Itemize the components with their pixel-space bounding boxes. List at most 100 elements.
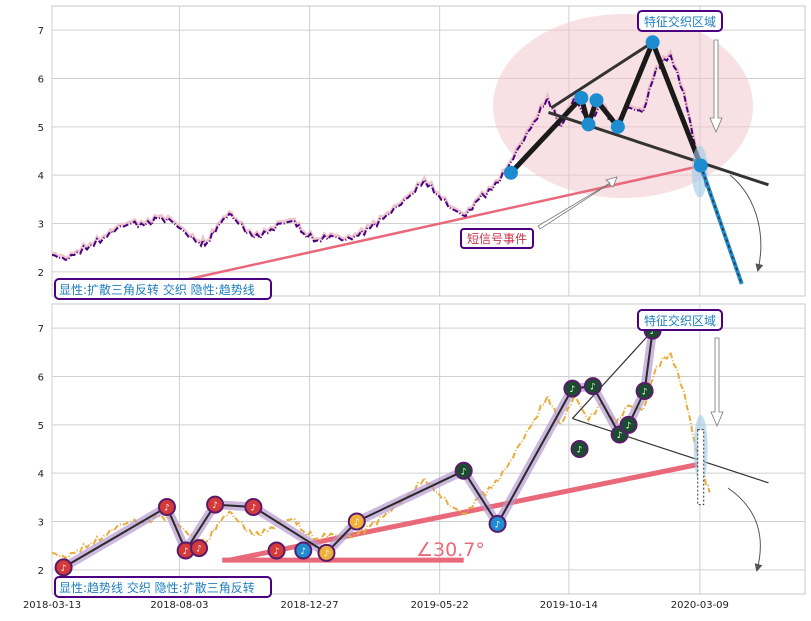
note-icon: ♪	[354, 518, 360, 528]
bottom-marker-1: ♪	[157, 498, 176, 516]
pattern-text-top: 显性:扩散三角反转 交织 隐性:趋势线	[59, 282, 255, 297]
bottom-content: ♪♪♪ ♪♪ ♪♪ ♪ ♪♪♪♪♪♪♪♪♪♪♪	[52, 321, 769, 577]
top-panel: 2 3 4 5 6 7 特征交织区域 短信号事件 显性:扩散三角反转 交织 隐性:趋势线	[38, 5, 806, 300]
bottom-marker-dot-12	[563, 379, 582, 398]
bottom-marker-dot-10	[454, 461, 473, 480]
top-down-arrow	[709, 39, 723, 134]
bottom-marker-7: ♪	[294, 541, 313, 560]
note-icon: ♪	[570, 385, 576, 395]
note-icon: ♪	[324, 549, 330, 559]
top-marker-5	[645, 35, 660, 50]
bottom-marker-8: ♪	[317, 543, 336, 562]
bottom-ytick-label-7: 7	[38, 324, 44, 335]
top-ytick-label-6: 6	[38, 75, 44, 86]
short-signal-text: 短信号事件	[467, 232, 527, 246]
xtick-label-2018-12-27: 2018-12-27	[280, 600, 338, 611]
x-axis-ticks: 2018-03-13 2018-08-03 2018-12-27 2019-05-22…	[23, 600, 729, 611]
feature-zone-text-bottom: 特征交织区域	[644, 313, 716, 328]
bottom-marker-3: ♪	[190, 539, 209, 558]
bottom-event-box	[697, 429, 705, 506]
bottom-marker-dot-16	[619, 415, 638, 434]
top-marker-3	[581, 117, 596, 132]
feature-zone-label-bottom: 特征交织区域	[637, 309, 723, 331]
top-ytick-label-2: 2	[38, 268, 44, 279]
bottom-upper-boundary	[571, 330, 654, 419]
xtick-label-2020-03-09: 2020-03-09	[671, 600, 729, 611]
top-y-ticks: 2 3 4 5 6 7	[38, 26, 44, 279]
note-icon: ♪	[650, 327, 656, 337]
bottom-marker-0: ♪	[54, 558, 73, 577]
bottom-marker-dot-3	[190, 539, 209, 558]
bottom-marker-11: ♪	[488, 514, 507, 533]
top-marker-2	[589, 93, 604, 108]
note-icon: ♪	[183, 547, 189, 557]
bottom-marker-12: ♪	[563, 379, 582, 398]
pattern-label-top: 显性:扩散三角反转 交织 隐性:趋势线	[54, 278, 272, 300]
bottom-marker-4: ♪	[206, 495, 225, 514]
note-icon: ♪	[626, 421, 632, 431]
note-icon: ♪	[196, 545, 202, 555]
bottom-marker-dot-11	[488, 514, 507, 533]
bottom-marker-9: ♪	[347, 512, 366, 531]
bottom-plot-area	[51, 303, 806, 595]
short-signal-label: 短信号事件	[460, 176, 618, 249]
feature-zone-label-top: 特征交织区域	[637, 10, 723, 32]
angle-label: ∠30.7°	[416, 539, 485, 561]
top-pattern-segment-5	[650, 39, 704, 168]
bottom-ytick-label-5: 5	[38, 421, 44, 432]
note-icon: ♪	[617, 431, 623, 441]
short-signal-arrow	[537, 176, 618, 230]
note-icon: ♪	[590, 383, 596, 393]
bottom-lower-boundary	[572, 418, 769, 484]
note-icon: ♪	[251, 504, 257, 514]
top-ytick-label-7: 7	[38, 26, 44, 37]
bottom-y-ticks: 2 3 4 5 6 7	[38, 324, 44, 577]
top-projection-dash	[700, 165, 743, 285]
bottom-ytick-label-3: 3	[38, 518, 44, 529]
top-marker-0	[503, 165, 518, 180]
xtick-label-2019-10-14: 2019-10-14	[540, 600, 598, 611]
top-pattern-segment-0	[508, 95, 584, 176]
bottom-marker-dot-7	[294, 541, 313, 560]
top-pattern-segment-4	[615, 39, 656, 130]
bottom-marker-10: ♪	[454, 461, 473, 480]
xtick-label-2019-05-22: 2019-05-22	[411, 600, 469, 611]
bottom-marker-6: ♪	[267, 541, 286, 560]
note-icon: ♪	[577, 446, 583, 456]
top-ytick-label-3: 3	[38, 220, 44, 231]
bottom-marker-dot-1	[157, 498, 176, 516]
bottom-marker-17: ♪	[635, 382, 654, 400]
top-curve-arrow	[729, 174, 764, 272]
bottom-marker-dot-6	[267, 541, 286, 560]
bottom-marker-14: ♪	[583, 377, 602, 396]
pattern-text-bottom: 显性:趋势线 交织 隐性:扩散三角反转	[59, 580, 255, 595]
bottom-marker-dot-13	[570, 440, 589, 458]
bottom-down-arrow	[710, 337, 724, 428]
bottom-marker-13: ♪	[570, 440, 589, 458]
bottom-marker-dot-5	[244, 498, 263, 516]
bottom-marker-dot-4	[206, 495, 225, 514]
note-icon: ♪	[164, 504, 170, 514]
note-icon: ♪	[61, 564, 67, 574]
note-icon: ♪	[212, 501, 218, 511]
top-upper-boundary	[550, 40, 654, 110]
bottom-marker-dot-17	[635, 382, 654, 400]
pattern-label-bottom: 显性:趋势线 交织 隐性:扩散三角反转	[54, 576, 272, 598]
bottom-marker-16: ♪	[619, 415, 638, 434]
bottom-ytick-label-6: 6	[38, 373, 44, 384]
note-icon: ♪	[461, 467, 467, 477]
top-marker-1	[574, 90, 589, 105]
top-ytick-label-5: 5	[38, 123, 44, 134]
bottom-curve-arrow	[727, 487, 763, 572]
feature-ellipse-top	[493, 14, 753, 198]
feature-zone-text-top: 特征交织区域	[644, 14, 716, 29]
bottom-marker-5: ♪	[244, 498, 263, 516]
bottom-marker-dot-9	[347, 512, 366, 531]
note-icon: ♪	[300, 547, 306, 557]
note-icon: ♪	[274, 547, 280, 557]
bottom-marker-dot-14	[583, 377, 602, 396]
xtick-label-2018-08-03: 2018-08-03	[150, 600, 208, 611]
note-icon: ♪	[642, 388, 648, 398]
